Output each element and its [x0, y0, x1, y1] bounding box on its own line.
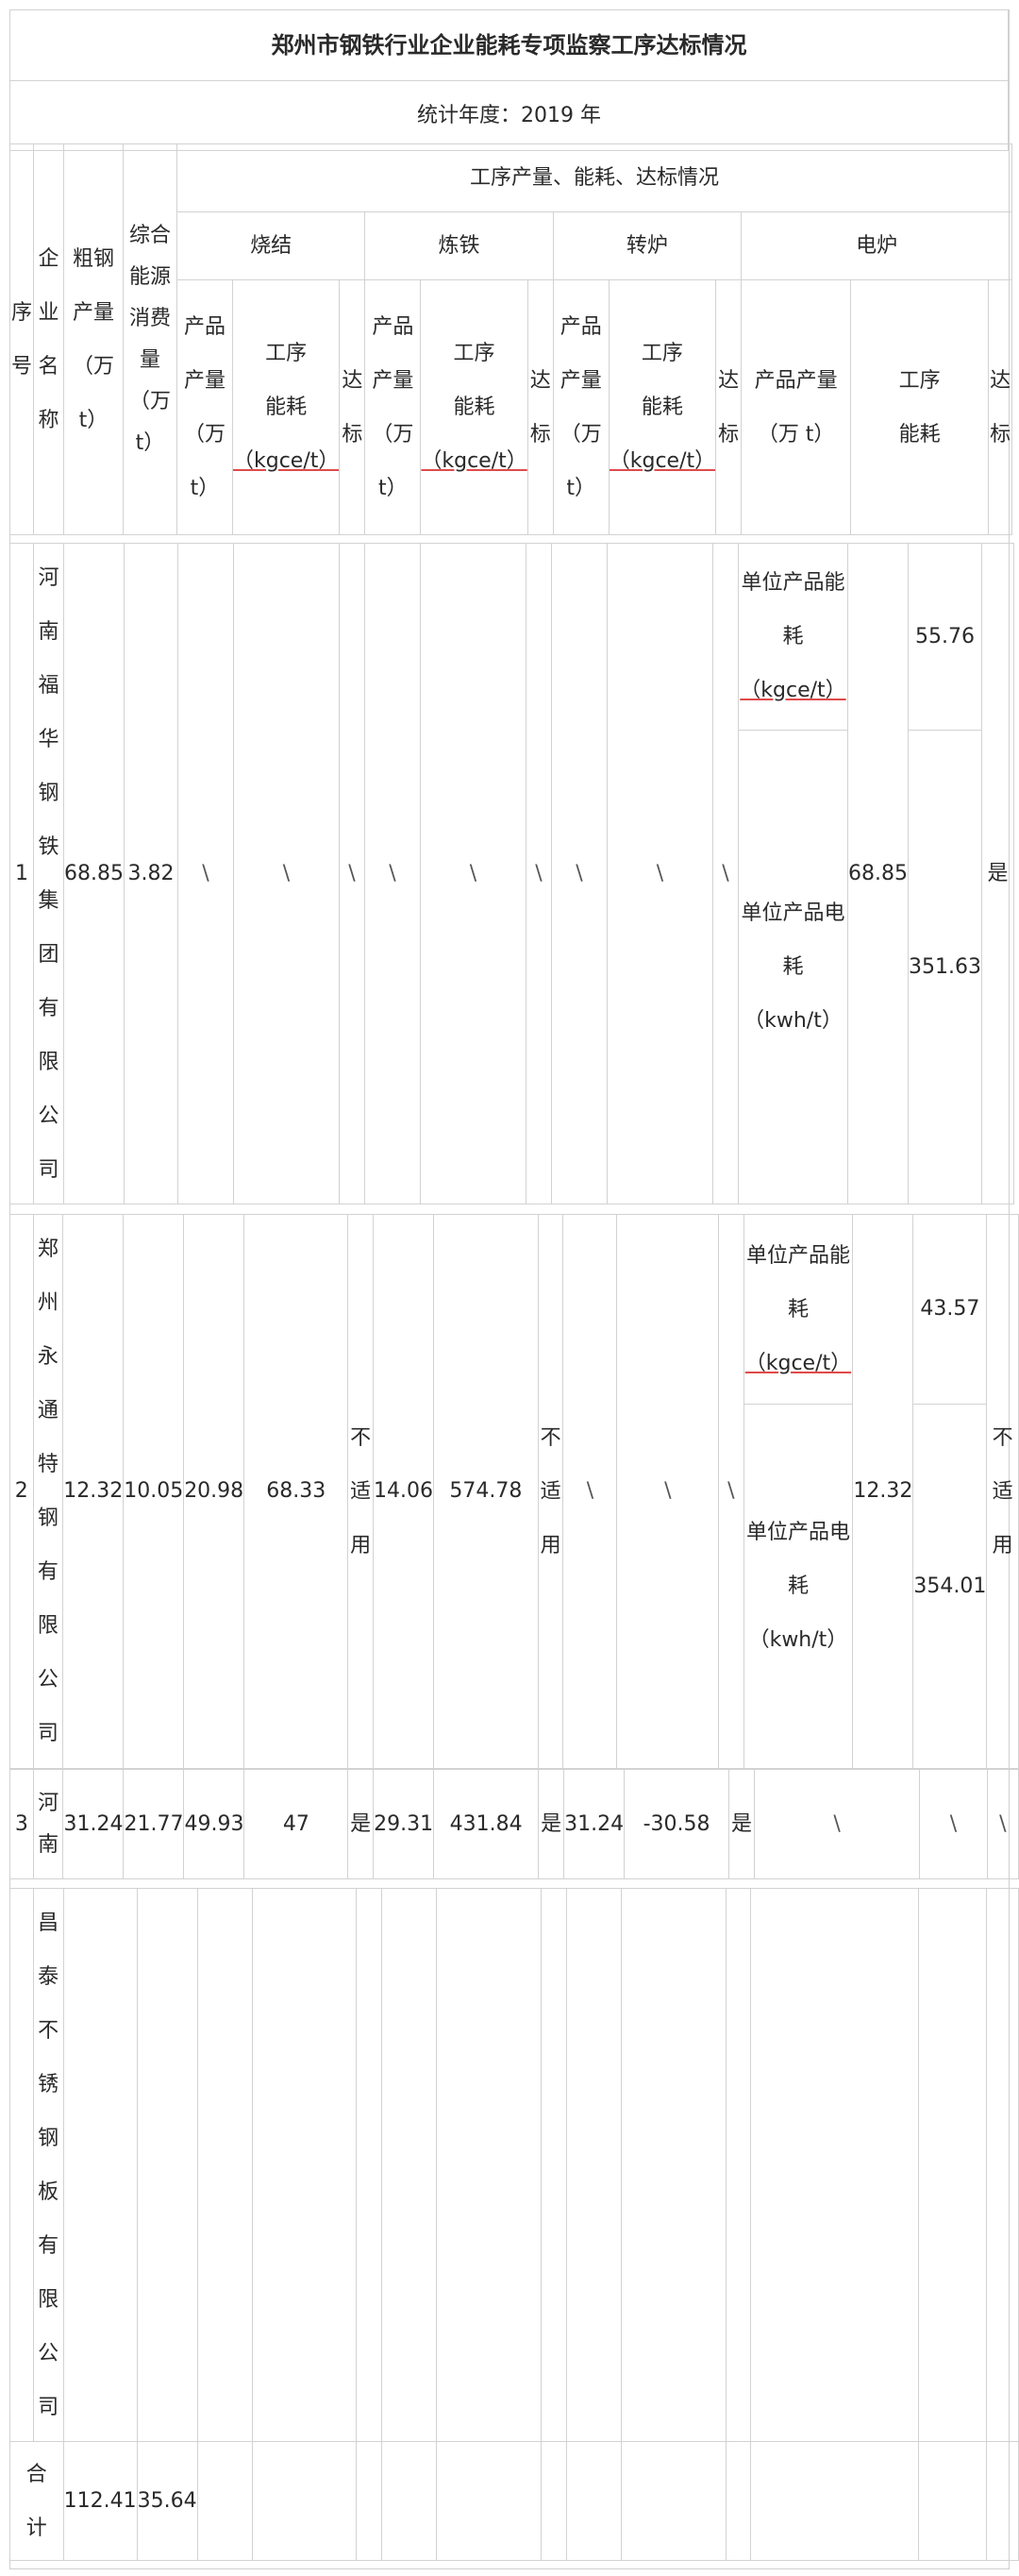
row-energy: 10.05 [123, 1214, 185, 1769]
total-label: 合计 [9, 2441, 64, 2561]
row-sinter-pass: \ [338, 543, 365, 1204]
row-iron-pass: 是 [538, 1769, 565, 1879]
header-iron-pass: 达标 [526, 279, 554, 535]
row-sinter-pass: 是 [347, 1769, 375, 1879]
unit-energy-label: 单位产品能耗（kgce/t） [737, 543, 848, 731]
unit-power-label: 单位产品电耗（kwh/t） [743, 1404, 854, 1769]
total-row: 合计 112.41 35.64 [9, 2441, 1019, 2561]
header-seq: 序号 [9, 143, 34, 535]
header-conv-output: 产品 产量 （万 t） [552, 279, 610, 535]
header-eaf-pass: 达标 [988, 279, 1013, 535]
row-conv-output: 31.24 [563, 1769, 626, 1879]
year-label: 统计年度：2019 年 [9, 80, 1009, 151]
row-eaf-output: \ [753, 1769, 921, 1879]
row-conv-energy: \ [606, 543, 713, 1204]
row-conv-pass: 是 [728, 1769, 755, 1879]
row-eaf-output: 68.85 [846, 543, 909, 1204]
header-steel: 粗钢 产量 （万 t） [63, 143, 124, 535]
row-steel: 31.24 [62, 1769, 125, 1879]
row-eaf-pass: 是 [980, 543, 1014, 1204]
row-sinter-output: 20.98 [183, 1214, 245, 1769]
row-energy: 21.77 [123, 1769, 185, 1879]
row-iron-output: \ [363, 543, 421, 1204]
header-iron-energy: 工序 能耗 （kgce/t） [420, 279, 528, 535]
row-steel: 12.32 [62, 1214, 125, 1769]
row-iron-pass: 不适用 [537, 1214, 564, 1769]
row-iron-energy: \ [419, 543, 526, 1204]
header-process-group: 工序产量、能耗、达标情况 [175, 143, 1013, 212]
row-eaf-output: 12.32 [852, 1214, 914, 1769]
row-sinter-energy: 68.33 [243, 1214, 349, 1769]
row-company: 河南福华钢铁集团有限公司 [33, 543, 64, 1204]
row-3-table: 3 河南 31.24 21.77 49.93 47 是 29.31 431.84… [9, 1769, 1019, 1879]
row-iron-energy: 574.78 [433, 1214, 539, 1769]
row-eaf-unit-energy: 43.57 [912, 1214, 988, 1405]
header-iron-output: 产品 产量 （万 t） [364, 279, 422, 535]
unit-power-label: 单位产品电耗（kwh/t） [737, 730, 848, 1204]
header-eaf-energy: 工序 能耗 [850, 279, 990, 535]
header-sinter-output: 产品 产量 （万 t） [176, 279, 233, 535]
row-company: 河南 [32, 1769, 64, 1879]
row-company: 郑州永通特钢有限公司 [32, 1214, 64, 1769]
table-row: 1 河南福华钢铁集团有限公司 68.85 3.82 \ \ \ \ \ \ \ … [9, 543, 1014, 1204]
total-energy: 35.64 [136, 2441, 198, 2561]
header-conv-pass: 达标 [715, 279, 743, 535]
row-eaf-unit-energy: 55.76 [907, 543, 982, 731]
table-row: 3 河南 31.24 21.77 49.93 47 是 29.31 431.84… [9, 1769, 1019, 1879]
row-eaf-unit-power: 354.01 [912, 1404, 988, 1769]
header-sinter: 烧结 [175, 211, 366, 280]
row-eaf-pass: \ [986, 1769, 1019, 1879]
row-sinter-pass: 不适用 [347, 1214, 375, 1769]
header-iron: 炼铁 [364, 211, 554, 280]
row-sinter-energy: 47 [243, 1769, 349, 1879]
unit-energy-label: 单位产品能耗（kgce/t） [743, 1214, 854, 1405]
row-conv-pass: \ [718, 1214, 744, 1769]
row-seq: 3 [9, 1769, 34, 1879]
row-conv-energy: \ [616, 1214, 720, 1769]
row-seq: 2 [9, 1214, 34, 1769]
table-row: 昌泰不锈钢板有限公司 [9, 1888, 1019, 2442]
header-company: 企业名称 [33, 143, 64, 535]
row-iron-output: 14.06 [373, 1214, 435, 1769]
row-steel: 68.85 [63, 543, 125, 1204]
row-conv-pass: \ [711, 543, 739, 1204]
row-eaf-unit-power: 351.63 [907, 730, 982, 1204]
page-title: 郑州市钢铁行业企业能耗专项监察工序达标情况 [9, 9, 1009, 81]
row-energy: 3.82 [123, 543, 178, 1204]
header-converter: 转炉 [552, 211, 743, 280]
header-electric: 电炉 [741, 211, 1013, 280]
table-row: 2 郑州永通特钢有限公司 12.32 10.05 20.98 68.33 不适用… [9, 1214, 1019, 1769]
header-table: 序号 企业名称 粗钢 产量 （万 t） 综合 能源 消费量（万 t） 工序产量、能耗、达标情… [9, 143, 1013, 535]
row-sinter-energy: \ [232, 543, 340, 1204]
row-conv-output: \ [562, 1214, 618, 1769]
row-2-table: 2 郑州永通特钢有限公司 12.32 10.05 20.98 68.33 不适用… [9, 1214, 1019, 1769]
row-conv-output: \ [550, 543, 608, 1204]
row-company-continued: 昌泰不锈钢板有限公司 [32, 1888, 64, 2442]
row-seq: 1 [9, 543, 34, 1204]
header-sinter-pass: 达标 [339, 279, 366, 535]
row-iron-output: 29.31 [373, 1769, 435, 1879]
header-eaf-output: 产品产量 （万 t） [741, 279, 852, 535]
row-eaf-pass: 不适用 [986, 1214, 1019, 1769]
total-steel: 112.41 [62, 2441, 138, 2561]
header-energy: 综合 能源 消费量（万 t） [123, 143, 177, 535]
row-conv-energy: -30.58 [624, 1769, 730, 1879]
row-iron-pass: \ [525, 543, 552, 1204]
row-iron-energy: 431.84 [433, 1769, 540, 1879]
row-sinter-output: \ [176, 543, 234, 1204]
row-sinter-output: 49.93 [183, 1769, 245, 1879]
row-1-table: 1 河南福华钢铁集团有限公司 68.85 3.82 \ \ \ \ \ \ \ … [9, 543, 1014, 1204]
continuation-table: 昌泰不锈钢板有限公司 合计 112.41 35.64 [9, 1888, 1019, 2561]
header-conv-energy: 工序 能耗 （kgce/t） [608, 279, 717, 535]
header-sinter-energy: 工序 能耗 （kgce/t） [231, 279, 341, 535]
title-table: 郑州市钢铁行业企业能耗专项监察工序达标情况 统计年度：2019 年 [9, 9, 1009, 151]
row-eaf-energy: \ [919, 1769, 988, 1879]
